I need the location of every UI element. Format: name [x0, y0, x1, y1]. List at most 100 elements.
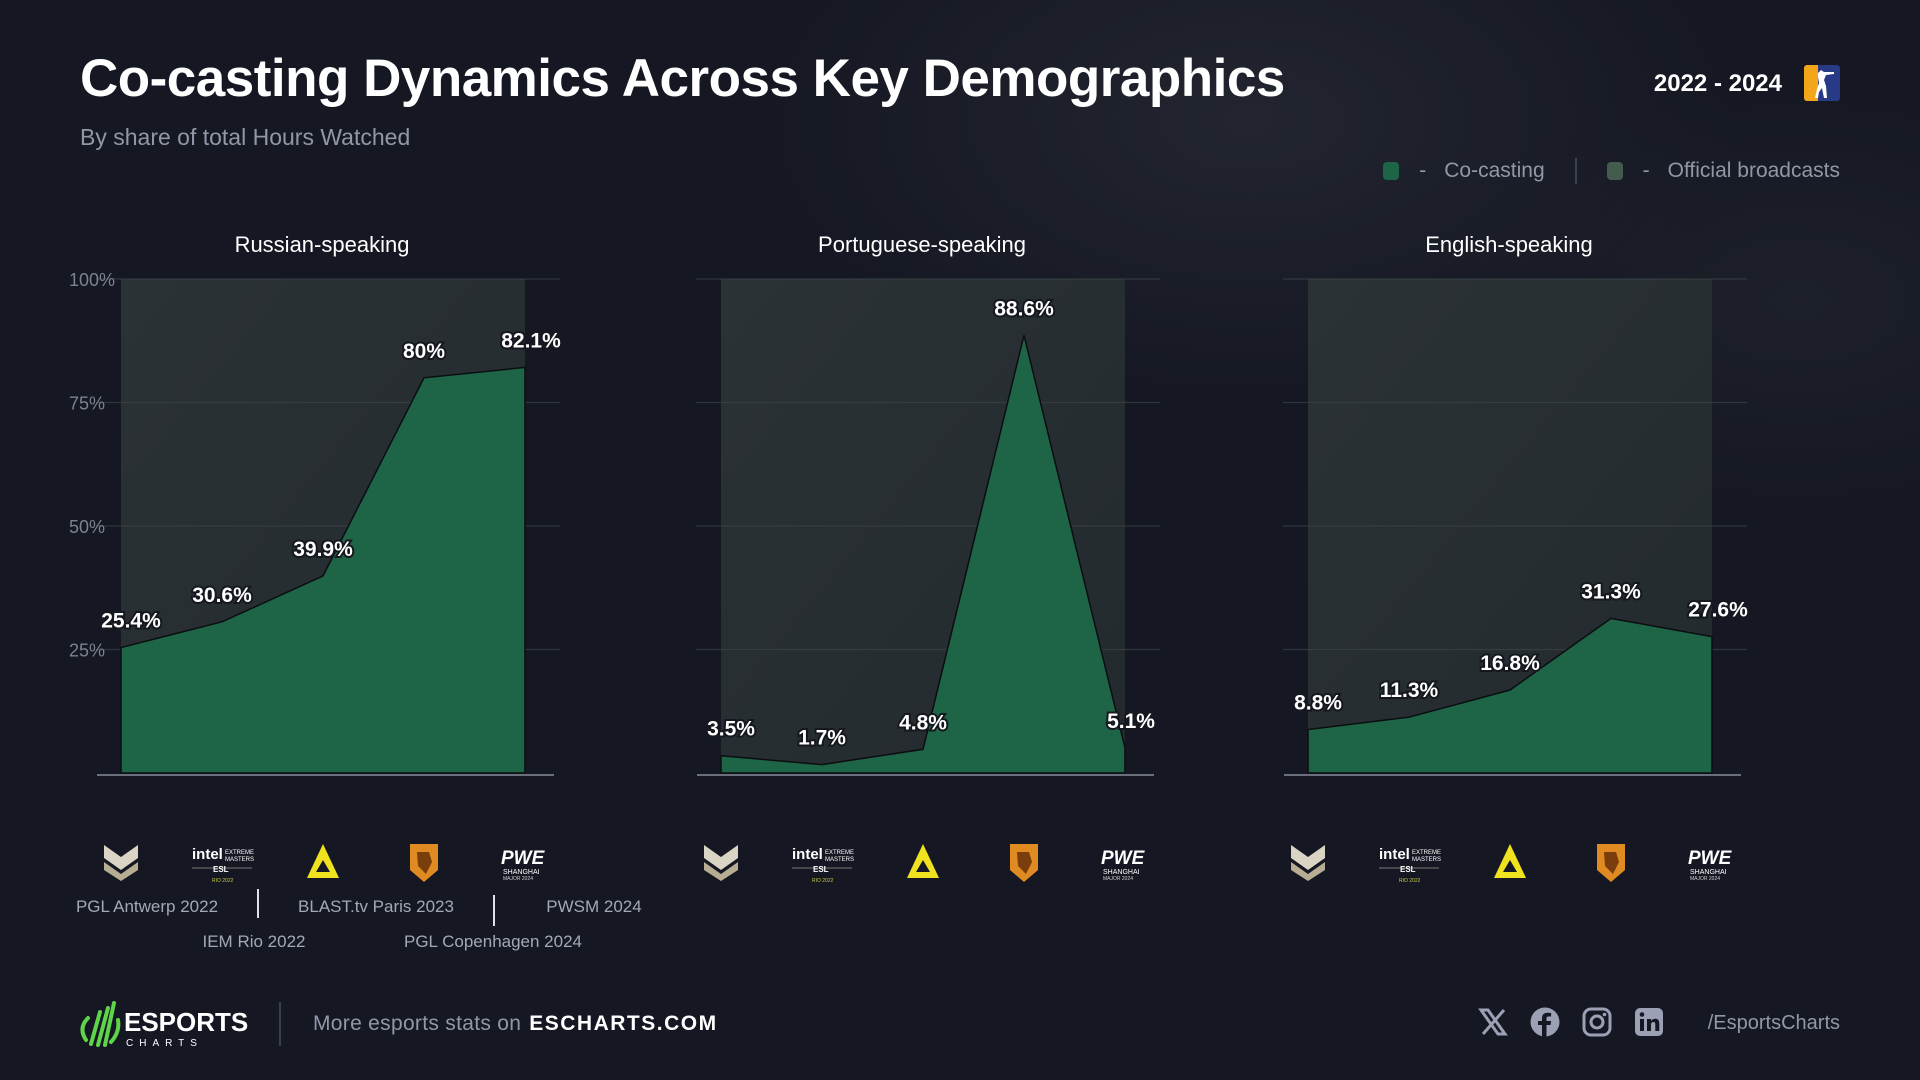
y-tick-label: 75%	[69, 394, 105, 414]
data-label: 5.1%	[1107, 710, 1155, 733]
year-range: 2022 - 2024	[1653, 70, 1782, 97]
esports-charts-logo[interactable]: ESPORTS CHARTS	[78, 1000, 248, 1055]
data-label: 11.3%	[1380, 679, 1439, 702]
shape	[1503, 860, 1517, 872]
text: PWE	[1688, 848, 1733, 869]
data-label: 80%	[403, 340, 445, 363]
text: EXTREME	[1412, 850, 1441, 856]
chart-title: English-speaking	[1425, 232, 1593, 257]
pgl-logo-icon	[704, 845, 738, 881]
chart-title: Russian-speaking	[235, 232, 410, 257]
data-label: 8.8%	[1294, 692, 1342, 715]
data-label: 39.9%	[293, 538, 353, 561]
shape	[316, 860, 330, 872]
x-icon[interactable]	[1478, 1007, 1508, 1037]
data-label: 3.5%	[707, 718, 755, 741]
text: MAJOR 2024	[1690, 876, 1720, 882]
legend-divider	[1574, 158, 1577, 184]
more-text: More esports stats on	[313, 1012, 522, 1035]
y-tick-label: 50%	[69, 517, 105, 537]
text: intel	[192, 846, 223, 863]
text: MASTERS	[825, 857, 854, 863]
y-tick-label: 25%	[69, 641, 105, 661]
site-link[interactable]: ESCHARTS.COM	[529, 1012, 718, 1035]
text: PWE	[1101, 848, 1146, 869]
shape	[704, 862, 738, 881]
chart-title: Portuguese-speaking	[818, 232, 1026, 257]
pgl-logo-icon	[1291, 845, 1325, 881]
text: ESL	[813, 865, 829, 874]
pgl-copenhagen-logo-icon	[1010, 844, 1038, 882]
footer-divider	[279, 1002, 281, 1046]
linkedin-icon[interactable]	[1634, 1007, 1664, 1037]
text: RIO 2022	[212, 878, 234, 884]
text: RIO 2022	[1399, 878, 1421, 884]
legend-swatch-official	[1606, 162, 1623, 180]
chart-2: English-speaking 8.8% 11.3% 16.8% 31.3% 27.6%	[1283, 232, 1750, 776]
area-charts: Russian-speaking 100% 75% 50% 25% 25.4% 30.6% 3…	[69, 232, 1750, 884]
legend-label-official: Official broadcasts	[1667, 159, 1840, 182]
shape	[704, 845, 738, 870]
shape	[1604, 852, 1619, 874]
event-label: PGL Antwerp 2022	[75, 897, 219, 916]
more-stats-text: More esports stats on ESCHARTS.COM	[313, 1012, 718, 1036]
shape	[104, 862, 138, 881]
cocasting-area	[1307, 617, 1713, 774]
instagram-icon[interactable]	[1582, 1007, 1612, 1037]
page-subtitle: By share of total Hours Watched	[80, 124, 411, 150]
event-label: PWSM 2024	[546, 897, 642, 916]
social-handle[interactable]: /EsportsCharts	[1707, 1012, 1840, 1034]
facebook-icon[interactable]	[1530, 1007, 1560, 1037]
data-label: 25.4%	[101, 610, 161, 633]
text: MASTERS	[1412, 857, 1441, 863]
y-tick-label: 100%	[69, 270, 115, 290]
text: ESL	[1400, 865, 1416, 874]
cocasting-area	[720, 335, 1126, 774]
text: SHANGHAI	[503, 869, 540, 876]
shape	[417, 852, 432, 874]
brand-text: ESPORTS	[124, 1007, 248, 1037]
text: EXTREME	[225, 850, 254, 856]
text: PWE	[501, 848, 546, 869]
text: intel	[1379, 846, 1410, 863]
text: RIO 2022	[812, 878, 834, 884]
event-label: PGL Copenhagen 2024	[403, 932, 583, 951]
counter-strike-icon	[1804, 65, 1840, 101]
data-label: 31.3%	[1581, 580, 1641, 603]
shape	[1291, 845, 1325, 870]
text: MASTERS	[225, 857, 254, 863]
blast-logo-icon	[307, 844, 339, 878]
shape	[916, 860, 930, 872]
legend-dash: -	[1642, 159, 1650, 182]
event-label: IEM Rio 2022	[202, 932, 306, 951]
pgl-logo-icon	[104, 845, 138, 881]
svg-text:CHARTS: CHARTS	[126, 1038, 203, 1049]
shape	[1291, 862, 1325, 881]
cocasting-area	[120, 366, 526, 774]
legend-swatch-cocasting	[1383, 162, 1400, 180]
data-label: 4.8%	[899, 711, 947, 734]
text: SHANGHAI	[1103, 869, 1140, 876]
blast-logo-icon	[1494, 844, 1526, 878]
data-label: 88.6%	[994, 297, 1054, 320]
event-label-divider	[257, 889, 259, 918]
page-title: Co-casting Dynamics Across Key Demograph…	[80, 49, 1285, 108]
chart-0: Russian-speaking 100% 75% 50% 25% 25.4% 30.6% 3…	[69, 232, 563, 776]
data-label: 27.6%	[1688, 599, 1748, 622]
event-label: BLAST.tv Paris 2023	[298, 897, 454, 916]
data-label: 16.8%	[1480, 652, 1540, 675]
social-links	[1478, 1007, 1664, 1037]
data-label: 82.1%	[501, 329, 561, 352]
shape	[1017, 852, 1032, 874]
shape	[104, 845, 138, 870]
pgl-copenhagen-logo-icon	[1597, 844, 1625, 882]
text: EXTREME	[825, 850, 854, 856]
legend: - Co-casting - Official broadcasts	[1383, 158, 1840, 184]
legend-label-cocasting: Co-casting	[1444, 159, 1545, 182]
